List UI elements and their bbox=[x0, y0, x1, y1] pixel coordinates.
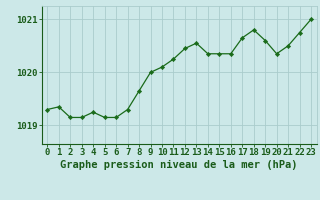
X-axis label: Graphe pression niveau de la mer (hPa): Graphe pression niveau de la mer (hPa) bbox=[60, 160, 298, 170]
